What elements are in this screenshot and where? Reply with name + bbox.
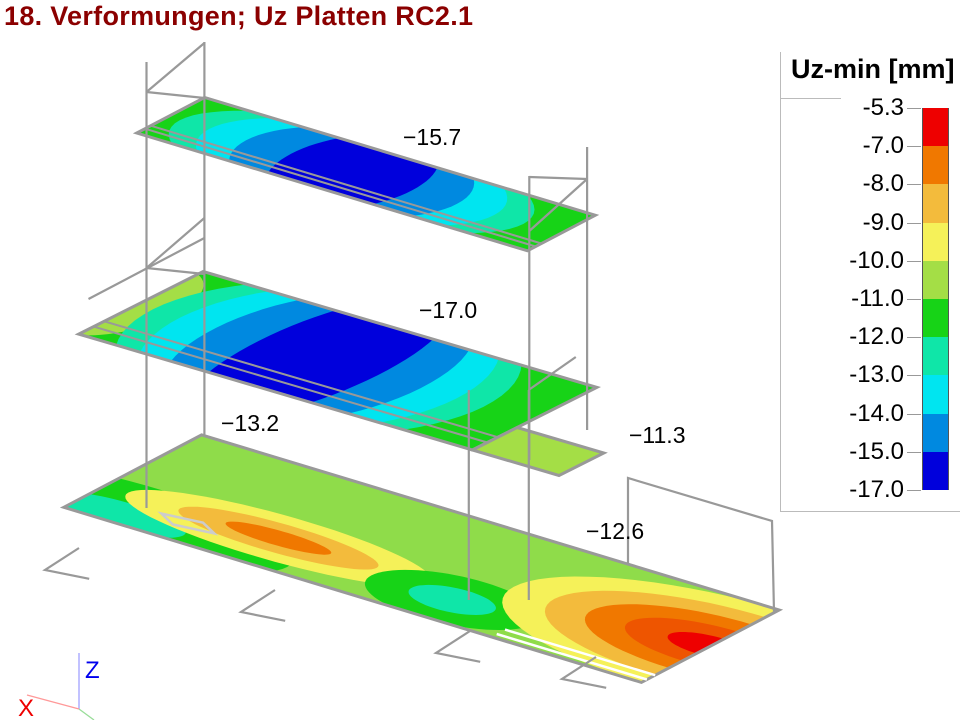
svg-text:−15.7: −15.7: [403, 124, 461, 150]
svg-text:−11.3: −11.3: [629, 422, 686, 448]
svg-text:Z: Z: [85, 657, 100, 684]
svg-text:−12.6: −12.6: [586, 518, 644, 544]
svg-text:−13.2: −13.2: [221, 410, 279, 436]
svg-text:−17.0: −17.0: [419, 297, 477, 323]
svg-text:X: X: [18, 695, 34, 720]
